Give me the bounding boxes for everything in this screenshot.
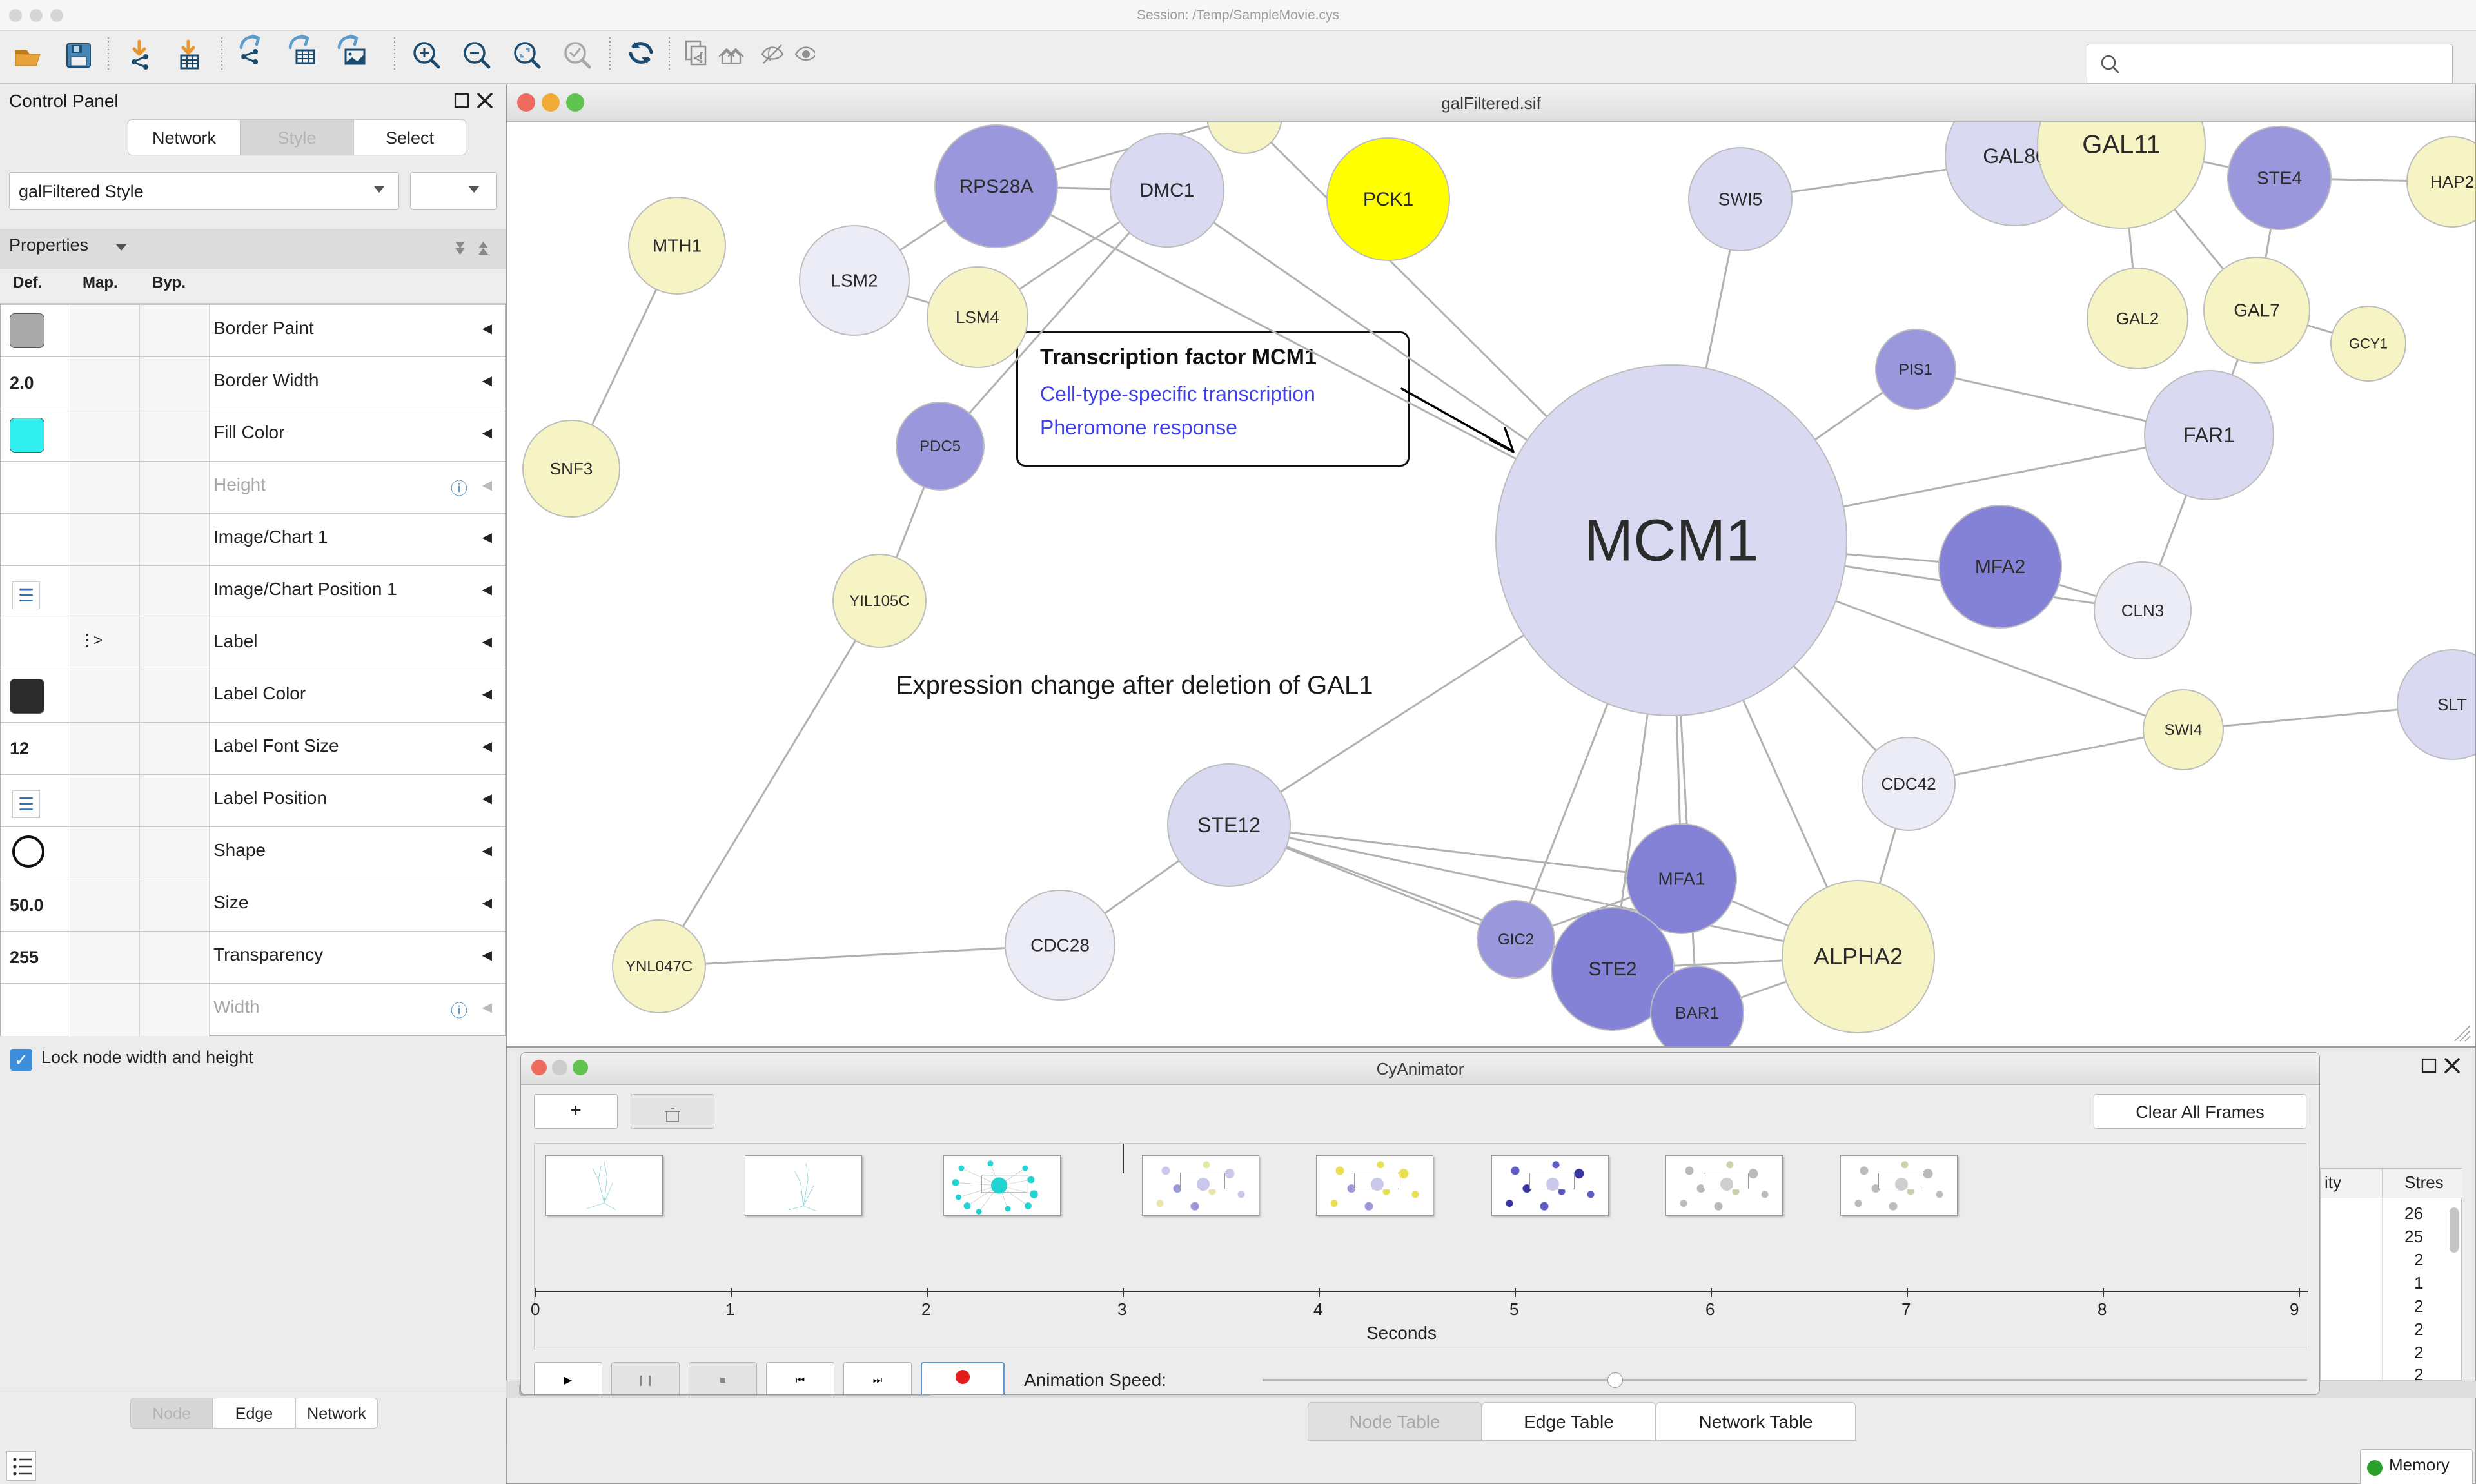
svg-text:GIC2: GIC2 (1498, 931, 1534, 948)
svg-text:CLN3: CLN3 (2121, 601, 2164, 620)
svg-text:LSM4: LSM4 (956, 308, 999, 327)
svg-text:PDC5: PDC5 (919, 438, 961, 455)
svg-text:CDC28: CDC28 (1030, 935, 1090, 955)
svg-text:GAL11: GAL11 (2082, 131, 2161, 159)
svg-text:GAL2: GAL2 (2116, 309, 2159, 328)
svg-text:DMC1: DMC1 (1139, 180, 1194, 201)
svg-text:RPS28A: RPS28A (959, 176, 1033, 197)
svg-text:MFA2: MFA2 (1975, 556, 2025, 578)
svg-text:YIL105C: YIL105C (849, 592, 909, 610)
svg-text:MFA1: MFA1 (1658, 869, 1705, 889)
svg-text:PCK1: PCK1 (1363, 189, 1413, 210)
svg-text:GAL7: GAL7 (2234, 300, 2280, 320)
svg-text:MTH1: MTH1 (653, 236, 702, 256)
svg-text:STE4: STE4 (2257, 168, 2302, 188)
svg-text:SWI5: SWI5 (1718, 190, 1762, 210)
svg-text:SNF3: SNF3 (550, 459, 593, 478)
svg-text:HAP2: HAP2 (2430, 172, 2474, 191)
svg-text:GCY1: GCY1 (2349, 335, 2388, 351)
svg-text:FAR1: FAR1 (2183, 424, 2235, 447)
svg-text:BAR1: BAR1 (1675, 1003, 1719, 1022)
svg-text:YNL047C: YNL047C (625, 958, 693, 975)
svg-text:DCP1: DCP1 (1224, 122, 1265, 125)
svg-text:ALPHA2: ALPHA2 (1814, 943, 1903, 970)
svg-text:SLT: SLT (2437, 695, 2467, 714)
svg-text:STE2: STE2 (1588, 959, 1636, 980)
svg-text:CDC42: CDC42 (1881, 774, 1936, 794)
svg-text:SWI4: SWI4 (2165, 721, 2203, 739)
svg-text:PIS1: PIS1 (1899, 361, 1932, 378)
svg-text:MCM1: MCM1 (1584, 507, 1759, 573)
svg-text:LSM2: LSM2 (830, 271, 878, 291)
svg-text:STE12: STE12 (1197, 814, 1261, 837)
